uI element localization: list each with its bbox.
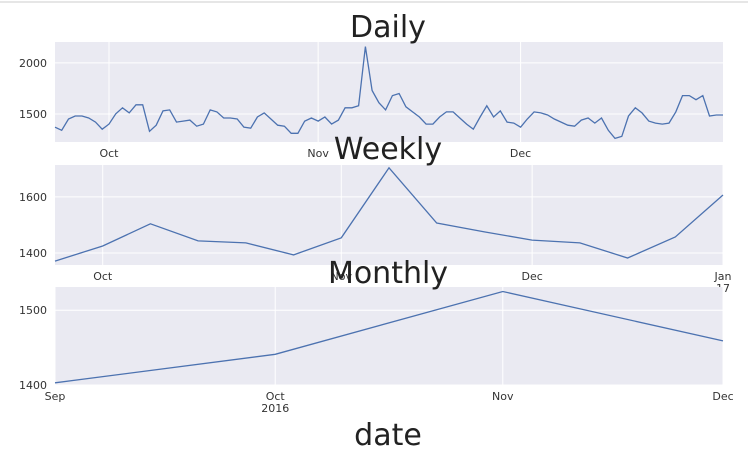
x-tick-label: Dec xyxy=(510,147,531,160)
y-tick-label: 1600 xyxy=(19,191,47,204)
y-tick-label: 2000 xyxy=(19,57,47,70)
x-tick-label: Nov xyxy=(331,270,353,283)
x-tick-label: Oct xyxy=(99,147,119,160)
y-tick-label: 1400 xyxy=(19,247,47,260)
x-tick-label: Sep xyxy=(45,390,66,403)
plot-area xyxy=(55,42,723,142)
chart-title: Weekly xyxy=(334,132,442,167)
x-tick-label: Nov xyxy=(492,390,514,403)
x-axis-label: date xyxy=(354,418,422,453)
line xyxy=(54,166,724,262)
x-tick-label: Oct 2016 xyxy=(261,390,289,415)
x-tick-label: Nov xyxy=(307,147,329,160)
x-tick-label: Dec xyxy=(521,270,542,283)
y-tick-label: 1400 xyxy=(19,379,47,392)
line xyxy=(54,290,724,384)
y-tick-label: 1500 xyxy=(19,108,47,121)
x-tick-label: Oct xyxy=(93,270,113,283)
plot-area xyxy=(55,165,723,265)
line xyxy=(54,46,723,140)
chart-title: Monthly xyxy=(328,256,448,291)
y-tick-label: 1500 xyxy=(19,304,47,317)
x-tick-label: Dec xyxy=(712,390,733,403)
chart-title: Daily xyxy=(350,10,426,45)
